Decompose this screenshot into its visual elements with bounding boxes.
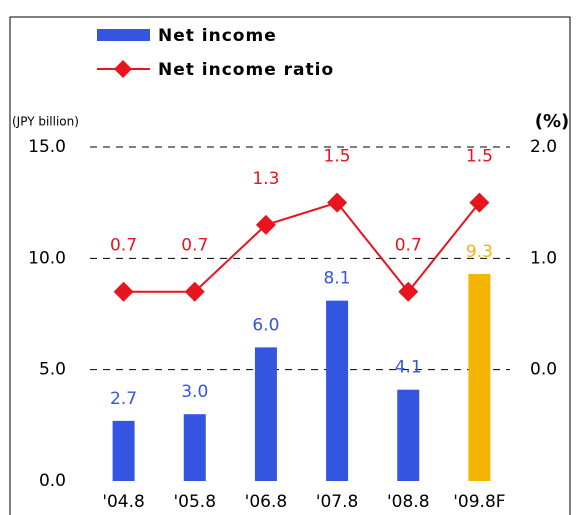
bar [468, 273, 491, 481]
bar-value-label: 9.3 [466, 242, 493, 262]
y2-tick-label: 2.0 [530, 137, 557, 157]
line-value-label: 0.7 [181, 236, 208, 256]
line-marker [255, 214, 276, 235]
bar [254, 347, 277, 481]
legend-swatch [114, 60, 132, 78]
line-marker [469, 192, 490, 213]
line-marker [113, 281, 134, 302]
line [123, 201, 481, 294]
y-tick-label: 15.0 [28, 137, 66, 157]
y2-axis-label: (%) [535, 111, 570, 132]
bar-value-label: 4.1 [395, 358, 422, 378]
y-tick-label: 10.0 [28, 248, 66, 268]
bar-value-label: 6.0 [252, 315, 279, 335]
bar [326, 300, 349, 481]
x-tick-label: '04.8 [102, 492, 145, 512]
bar-value-label: 8.1 [324, 269, 351, 289]
y-tick-label: 0.0 [39, 471, 66, 491]
line-value-label: 0.7 [110, 236, 137, 256]
x-tick-label: '07.8 [316, 492, 359, 512]
bar [397, 389, 420, 481]
line-marker [398, 281, 419, 302]
bar-value-label: 2.7 [110, 389, 137, 409]
legend-label: Net income [158, 26, 277, 46]
bar [183, 414, 206, 481]
line-marker [327, 192, 348, 213]
line-value-label: 0.7 [395, 236, 422, 256]
bar [112, 420, 135, 481]
line-value-label: 1.3 [252, 169, 279, 189]
y2-tick-label: 0.0 [530, 360, 557, 380]
legend-label: Net income ratio [158, 60, 334, 80]
y2-tick-label: 1.0 [530, 248, 557, 268]
line-value-label: 1.5 [466, 147, 493, 167]
line-value-label: 1.5 [324, 147, 351, 167]
x-tick-label: '08.8 [387, 492, 430, 512]
line-marker [184, 281, 205, 302]
x-tick-label: '05.8 [173, 492, 216, 512]
x-tick-label: '06.8 [245, 492, 288, 512]
y-axis-label: (JPY billion) [12, 115, 79, 129]
bar-value-label: 3.0 [181, 382, 208, 402]
legend-swatch [97, 29, 150, 41]
y-tick-label: 5.0 [39, 360, 66, 380]
frame [9, 16, 571, 515]
x-tick-label: '09.8F [453, 492, 505, 512]
